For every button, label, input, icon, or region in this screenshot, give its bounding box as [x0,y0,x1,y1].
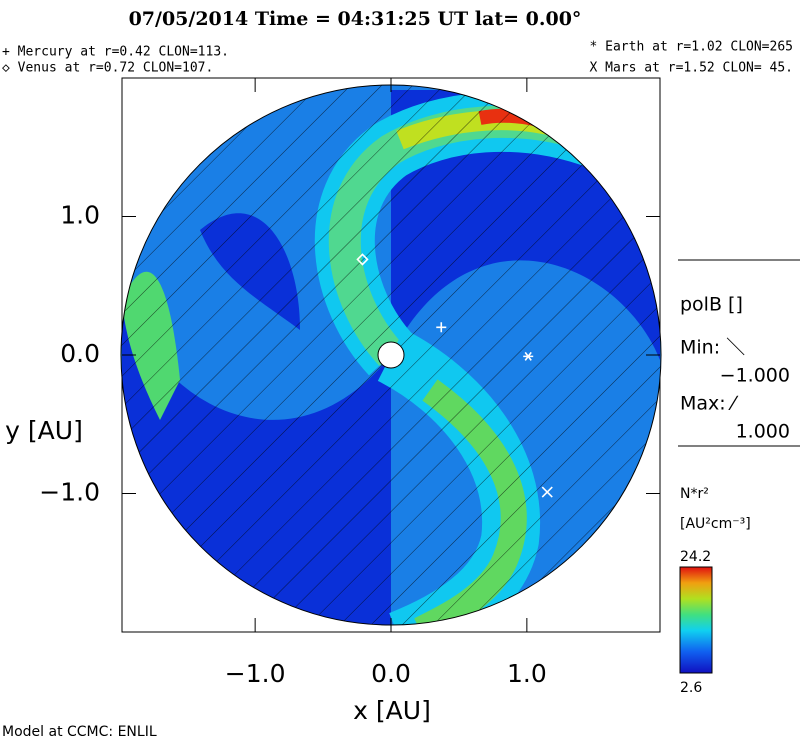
planet-marker [356,253,369,266]
colorbar-title: N*r² [680,486,709,502]
y-tick-label: 1.0 [60,201,100,230]
planet-marker [436,322,447,333]
x-tick-label: −1.0 [225,659,286,688]
planet-marker [523,351,534,361]
colorbar [679,566,713,674]
footer: Model at CCMC: ENLIL [2,724,157,740]
colorbar-unit: [AU²cm⁻³] [680,516,751,532]
note: X Mars at r=1.52 CLON= 45. [590,61,794,76]
x-axis-label: x [AU] [353,696,431,725]
polarity-title: polB [] [680,294,743,316]
polarity-min: −1.000 [720,365,790,387]
polarity-min-label: Min: ＼ [680,337,745,359]
polarity-max-label: Max: ⁄ [680,393,739,415]
note: + Mercury at r=0.42 CLON=113. [2,45,229,60]
density-map [121,85,661,625]
colorbar-max: 24.2 [680,549,711,565]
x-tick-label: 0.0 [371,659,411,688]
y-tick-label: 0.0 [60,339,100,368]
x-tick-label: 1.0 [507,659,547,688]
polarity-max: 1.000 [736,421,790,443]
chart-title: 07/05/2014 Time = 04:31:25 UT lat= 0.00° [129,8,582,30]
planet-marker [541,486,553,498]
note: * Earth at r=1.02 CLON=265 [590,40,794,55]
colorbar-min: 2.6 [680,680,702,696]
y-axis-label: y [AU] [5,416,83,445]
note: ◇ Venus at r=0.72 CLON=107. [2,61,213,76]
y-tick-label: −1.0 [39,478,100,507]
